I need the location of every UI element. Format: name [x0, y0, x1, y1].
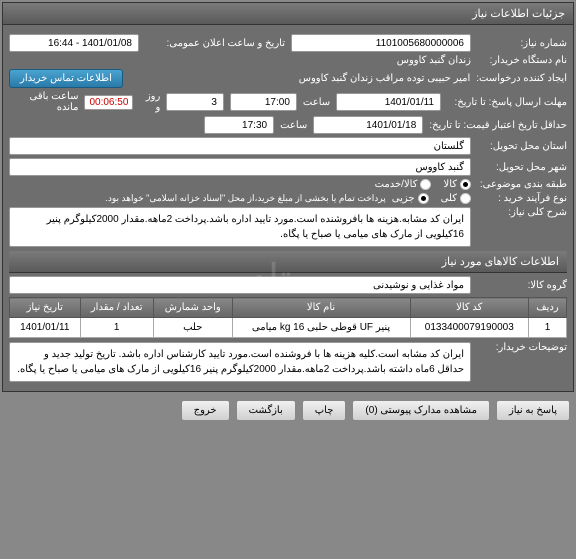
reply-button[interactable]: پاسخ به نیاز: [496, 400, 570, 421]
back-button[interactable]: بازگشت: [236, 400, 296, 421]
need-no-field: 1101005680000006: [291, 34, 471, 52]
reply-date-field: 1401/01/11: [336, 93, 441, 111]
radio-circle-service: [420, 179, 431, 190]
row-main-desc: شرح کلی نیاز: ایران کد مشابه.هزینه ها با…: [9, 207, 567, 247]
main-desc-box: ایران کد مشابه.هزینه ها بافروشنده است.مو…: [9, 207, 471, 247]
topic-label: طبقه بندی موضوعی:: [477, 179, 567, 190]
announce-field: 1401/01/08 - 16:44: [9, 34, 139, 52]
row-province: استان محل تحویل: گلستان: [9, 137, 567, 155]
remain-label: ساعت باقی مانده: [9, 91, 78, 113]
need-no-label: شماره نیاز:: [477, 38, 567, 49]
td-1: 0133400079190003: [410, 318, 528, 338]
days-field: 3: [166, 93, 224, 111]
main-desc-label: شرح کلی نیاز:: [477, 207, 567, 218]
th-3: واحد شمارش: [153, 298, 232, 318]
validity-date-field: 1401/01/18: [313, 116, 423, 134]
radio-circle-total: [460, 193, 471, 204]
creator-label: ایجاد کننده درخواست:: [476, 73, 567, 84]
row-buyer-notes: توضیحات خریدار: ایران کد مشابه است.کلیه …: [9, 342, 567, 382]
buyer-notes-label: توضیحات خریدار:: [477, 342, 567, 353]
validity-time-field: 17:30: [204, 116, 274, 134]
row-buy-type: نوع فرآیند خرید : کلی جزیی پرداخت تمام ی…: [9, 193, 567, 204]
saat-label-1: ساعت: [303, 97, 330, 108]
buyer-label: نام دستگاه خریدار:: [477, 55, 567, 66]
row-city: شهر محل تحویل: گنبد کاووس: [9, 158, 567, 176]
buy-type-radio-group: کلی جزیی: [392, 193, 471, 204]
radio-circle-partial: [418, 193, 429, 204]
announce-label: تاریخ و ساعت اعلان عمومی:: [145, 38, 285, 49]
saat-label-2: ساعت: [280, 120, 307, 131]
radio-total-label: کلی: [441, 193, 457, 204]
td-2: پنیر UF قوطی حلبی 16 kg میامی: [232, 318, 410, 338]
items-header: اطلاعات کالاهای مورد نیاز: [9, 251, 567, 273]
th-1: کد کالا: [410, 298, 528, 318]
footer-buttons: پاسخ به نیاز مشاهده مدارک پیوستی (0) چاپ…: [0, 394, 576, 427]
radio-service[interactable]: کالا/خدمت: [375, 179, 432, 190]
row-creator: ایجاد کننده درخواست: امیر حبیبی توده مرا…: [9, 69, 567, 88]
td-5: 1401/01/11: [10, 318, 81, 338]
row-goods-group: گروه کالا: مواد غذایی و نوشیدنی: [9, 276, 567, 294]
td-4: 1: [80, 318, 153, 338]
items-table: ردیف کد کالا نام کالا واحد شمارش تعداد /…: [9, 297, 567, 338]
row-reply-deadline: مهلت ارسال پاسخ: تا تاریخ: 1401/01/11 سا…: [9, 91, 567, 113]
td-3: حلب: [153, 318, 232, 338]
creator-value: امیر حبیبی توده مراقب زندان گنبد کاووس: [129, 73, 470, 84]
reply-deadline-label: مهلت ارسال پاسخ: تا تاریخ:: [447, 97, 567, 108]
main-panel: جزئیات اطلاعات نیاز شماره نیاز: 11010056…: [2, 2, 574, 392]
radio-partial-label: جزیی: [392, 193, 415, 204]
row-need-no: شماره نیاز: 1101005680000006 تاریخ و ساع…: [9, 34, 567, 52]
province-label: استان محل تحویل:: [477, 141, 567, 152]
goods-group-label: گروه کالا:: [477, 280, 567, 291]
radio-goods[interactable]: کالا: [443, 179, 471, 190]
panel-title: جزئیات اطلاعات نیاز: [3, 3, 573, 25]
row-validity: حداقل تاریخ اعتبار قیمت: تا تاریخ: 1401/…: [9, 116, 567, 134]
city-field: گنبد کاووس: [9, 158, 471, 176]
exit-button[interactable]: خروج: [181, 400, 230, 421]
goods-group-field: مواد غذایی و نوشیدنی: [9, 276, 471, 294]
rooz-label: روز و: [139, 91, 160, 113]
radio-total[interactable]: کلی: [441, 193, 471, 204]
contact-buyer-button[interactable]: اطلاعات تماس خریدار: [9, 69, 123, 88]
validity-label: حداقل تاریخ اعتبار قیمت: تا تاریخ:: [429, 120, 567, 131]
timer-field: 00:06:50: [84, 95, 133, 110]
radio-service-label: کالا/خدمت: [375, 179, 418, 190]
topic-radio-group: کالا کالا/خدمت: [375, 179, 471, 190]
radio-goods-label: کالا: [443, 179, 457, 190]
th-0: ردیف: [529, 298, 567, 318]
buyer-value: زندان گنبد کاووس: [397, 55, 471, 66]
table-row[interactable]: 1 0133400079190003 پنیر UF قوطی حلبی 16 …: [10, 318, 567, 338]
row-topic: طبقه بندی موضوعی: کالا کالا/خدمت: [9, 179, 567, 190]
view-attachments-button[interactable]: مشاهده مدارک پیوستی (0): [352, 400, 490, 421]
radio-partial[interactable]: جزیی: [392, 193, 429, 204]
row-buyer: نام دستگاه خریدار: زندان گنبد کاووس: [9, 55, 567, 66]
city-label: شهر محل تحویل:: [477, 162, 567, 173]
buy-note: پرداخت تمام یا بخشی از مبلغ خرید،از محل …: [9, 193, 386, 204]
th-4: تعداد / مقدار: [80, 298, 153, 318]
th-5: تاریخ نیاز: [10, 298, 81, 318]
td-0: 1: [529, 318, 567, 338]
panel-body: شماره نیاز: 1101005680000006 تاریخ و ساع…: [3, 25, 573, 391]
print-button[interactable]: چاپ: [302, 400, 347, 421]
province-field: گلستان: [9, 137, 471, 155]
buy-type-label: نوع فرآیند خرید :: [477, 193, 567, 204]
reply-time-field: 17:00: [230, 93, 297, 111]
buyer-notes-box: ایران کد مشابه است.کلیه هزینه ها با فروش…: [9, 342, 471, 382]
table-header-row: ردیف کد کالا نام کالا واحد شمارش تعداد /…: [10, 298, 567, 318]
th-2: نام کالا: [232, 298, 410, 318]
radio-circle-goods: [460, 179, 471, 190]
